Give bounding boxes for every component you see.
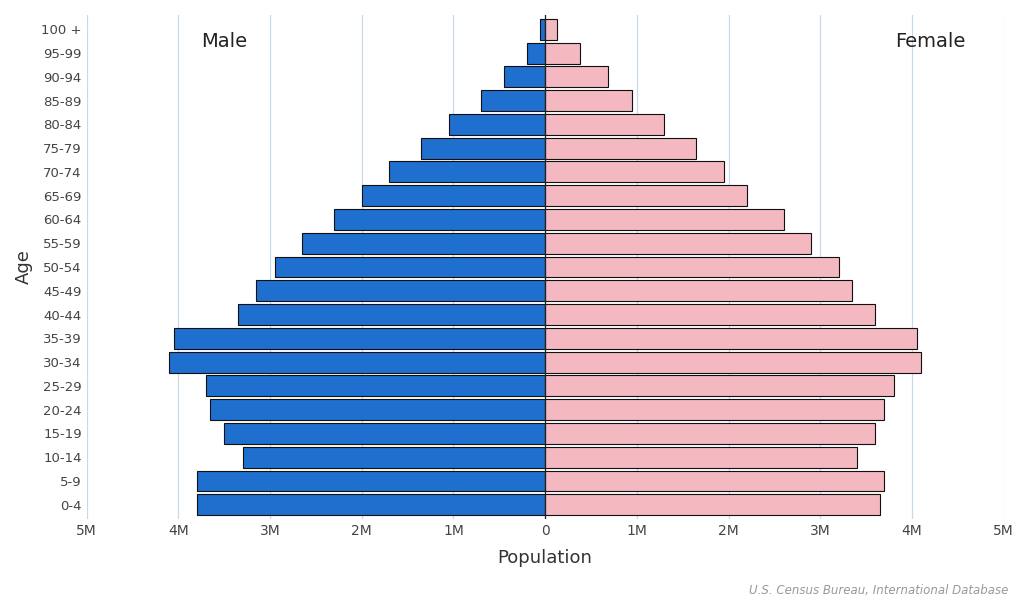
Bar	[539, 19, 545, 40]
Bar	[389, 161, 545, 182]
Bar	[504, 67, 545, 87]
Bar	[545, 304, 876, 325]
X-axis label: Population: Population	[498, 549, 593, 567]
Bar	[243, 447, 545, 467]
Bar	[545, 352, 921, 373]
Bar	[362, 185, 545, 206]
Y-axis label: Age: Age	[15, 250, 33, 284]
Text: Female: Female	[895, 32, 965, 50]
Bar	[545, 447, 857, 467]
Bar	[545, 209, 783, 230]
Bar	[169, 352, 545, 373]
Text: U.S. Census Bureau, International Database: U.S. Census Bureau, International Databa…	[749, 584, 1008, 597]
Bar	[545, 185, 747, 206]
Bar	[174, 328, 545, 349]
Bar	[545, 43, 580, 64]
Bar	[545, 280, 852, 301]
Text: Male: Male	[202, 32, 247, 50]
Bar	[238, 304, 545, 325]
Bar	[275, 257, 545, 277]
Bar	[481, 90, 545, 111]
Bar	[545, 423, 876, 444]
Bar	[545, 494, 880, 515]
Bar	[545, 470, 884, 491]
Bar	[545, 90, 632, 111]
Bar	[197, 470, 545, 491]
Bar	[545, 376, 893, 397]
Bar	[206, 376, 545, 397]
Bar	[211, 399, 545, 420]
Bar	[197, 494, 545, 515]
Bar	[545, 137, 697, 158]
Bar	[545, 257, 839, 277]
Bar	[545, 114, 665, 135]
Bar	[545, 19, 557, 40]
Bar	[449, 114, 545, 135]
Bar	[545, 67, 607, 87]
Bar	[545, 328, 917, 349]
Bar	[256, 280, 545, 301]
Bar	[334, 209, 545, 230]
Bar	[303, 233, 545, 254]
Bar	[545, 161, 724, 182]
Bar	[527, 43, 545, 64]
Bar	[224, 423, 545, 444]
Bar	[421, 137, 545, 158]
Bar	[545, 233, 811, 254]
Bar	[545, 399, 884, 420]
